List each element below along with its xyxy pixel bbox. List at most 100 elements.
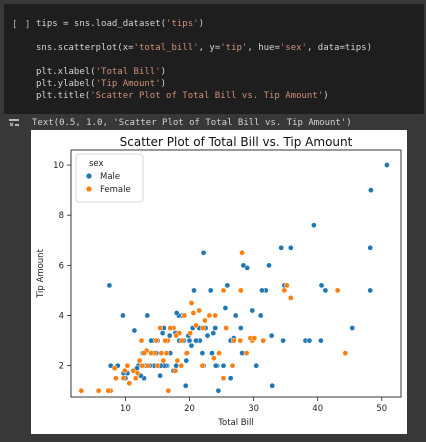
y-tick-label: 4 xyxy=(59,312,64,322)
code-string: 'sex' xyxy=(279,43,307,53)
point-female xyxy=(148,350,154,356)
point-female xyxy=(211,355,217,361)
point-male xyxy=(220,362,227,369)
point-female xyxy=(167,325,174,331)
point-female xyxy=(239,249,245,256)
point-male xyxy=(120,312,126,319)
code-token: tips = sns.load_dataset( xyxy=(36,19,167,29)
point-female xyxy=(216,350,222,356)
point-male xyxy=(318,282,325,289)
point-female xyxy=(237,287,244,294)
point-male xyxy=(166,332,173,339)
plot-frame xyxy=(70,149,402,398)
point-female xyxy=(126,380,133,387)
point-female xyxy=(206,312,213,319)
point-female xyxy=(136,357,143,364)
code-token: sns.scatterplot(x= xyxy=(36,43,134,53)
point-male xyxy=(188,342,195,349)
point-female xyxy=(139,362,145,369)
code-token: plt.ylabel( xyxy=(36,79,96,89)
point-female xyxy=(334,287,341,294)
x-tick-label: 40 xyxy=(312,404,323,414)
point-female xyxy=(223,325,229,331)
point-female xyxy=(174,357,181,364)
point-female xyxy=(190,310,197,316)
legend-marker-male xyxy=(86,173,92,179)
point-male xyxy=(209,350,215,356)
x-tick-label: 30 xyxy=(248,404,259,414)
code-line: plt.xlabel('Total Bill') xyxy=(36,66,372,78)
point-female xyxy=(200,325,206,331)
point-female xyxy=(229,362,236,369)
point-male xyxy=(368,187,374,193)
point-male xyxy=(237,325,244,331)
code-line xyxy=(36,54,372,66)
point-female xyxy=(199,362,206,369)
point-female xyxy=(181,312,188,319)
point-female xyxy=(220,375,227,382)
point-male xyxy=(173,310,180,316)
point-female xyxy=(212,312,219,319)
code-token: , y= xyxy=(198,43,221,53)
point-male xyxy=(106,282,113,289)
point-female xyxy=(154,362,161,369)
point-male xyxy=(266,262,272,269)
run-cell-button[interactable]: [ ] xyxy=(12,20,32,30)
point-male xyxy=(259,287,265,294)
point-female xyxy=(160,357,167,364)
point-male xyxy=(199,350,206,356)
point-female xyxy=(193,322,199,329)
point-male xyxy=(367,287,374,294)
x-tick-label: 20 xyxy=(184,404,195,414)
scatter-chart: Scatter Plot of Total Bill vs. Tip Amoun… xyxy=(36,135,402,428)
point-female xyxy=(111,365,118,372)
point-male xyxy=(224,282,231,289)
point-female xyxy=(113,375,119,382)
point-male xyxy=(384,162,390,168)
point-female xyxy=(187,330,194,336)
point-female xyxy=(202,317,208,324)
point-female xyxy=(172,367,179,374)
code-string: 'tips' xyxy=(166,19,199,29)
y-tick-label: 6 xyxy=(59,261,64,271)
point-male xyxy=(311,222,317,229)
point-female xyxy=(132,375,139,382)
point-male xyxy=(159,330,166,336)
point-female xyxy=(220,287,227,294)
output-toggle-icon[interactable] xyxy=(8,118,20,128)
point-female xyxy=(281,287,288,294)
point-female xyxy=(260,337,267,344)
point-male xyxy=(240,262,247,269)
point-female xyxy=(230,337,237,344)
code-token: ) xyxy=(198,19,204,29)
code-editor[interactable]: tips = sns.load_dataset('tips') sns.scatt… xyxy=(36,18,372,102)
point-female xyxy=(157,325,163,331)
point-male xyxy=(306,337,313,344)
point-female xyxy=(179,337,185,344)
point-female xyxy=(165,387,172,394)
legend-box xyxy=(75,153,144,203)
point-female xyxy=(284,282,290,289)
point-male xyxy=(268,332,275,339)
point-female xyxy=(105,387,112,394)
code-cell[interactable]: [ ] tips = sns.load_dataset('tips') sns.s… xyxy=(4,4,424,114)
point-male xyxy=(210,330,217,336)
point-female xyxy=(153,337,160,344)
point-male xyxy=(215,387,222,394)
point-male xyxy=(222,305,229,311)
point-male xyxy=(148,337,154,344)
point-male xyxy=(249,307,256,314)
point-male xyxy=(232,312,239,319)
code-string: 'Tip Amount' xyxy=(95,79,161,89)
code-token: plt.title( xyxy=(36,91,91,101)
y-tick-label: 10 xyxy=(53,161,64,171)
point-female xyxy=(145,362,151,369)
point-male xyxy=(212,325,219,331)
point-female xyxy=(196,307,203,314)
point-female xyxy=(243,350,250,356)
code-line: tips = sns.load_dataset('tips') xyxy=(36,18,372,30)
point-male xyxy=(280,337,286,344)
legend-marker-female xyxy=(86,186,92,192)
code-string: 'tip' xyxy=(220,43,248,53)
point-male xyxy=(318,337,324,344)
